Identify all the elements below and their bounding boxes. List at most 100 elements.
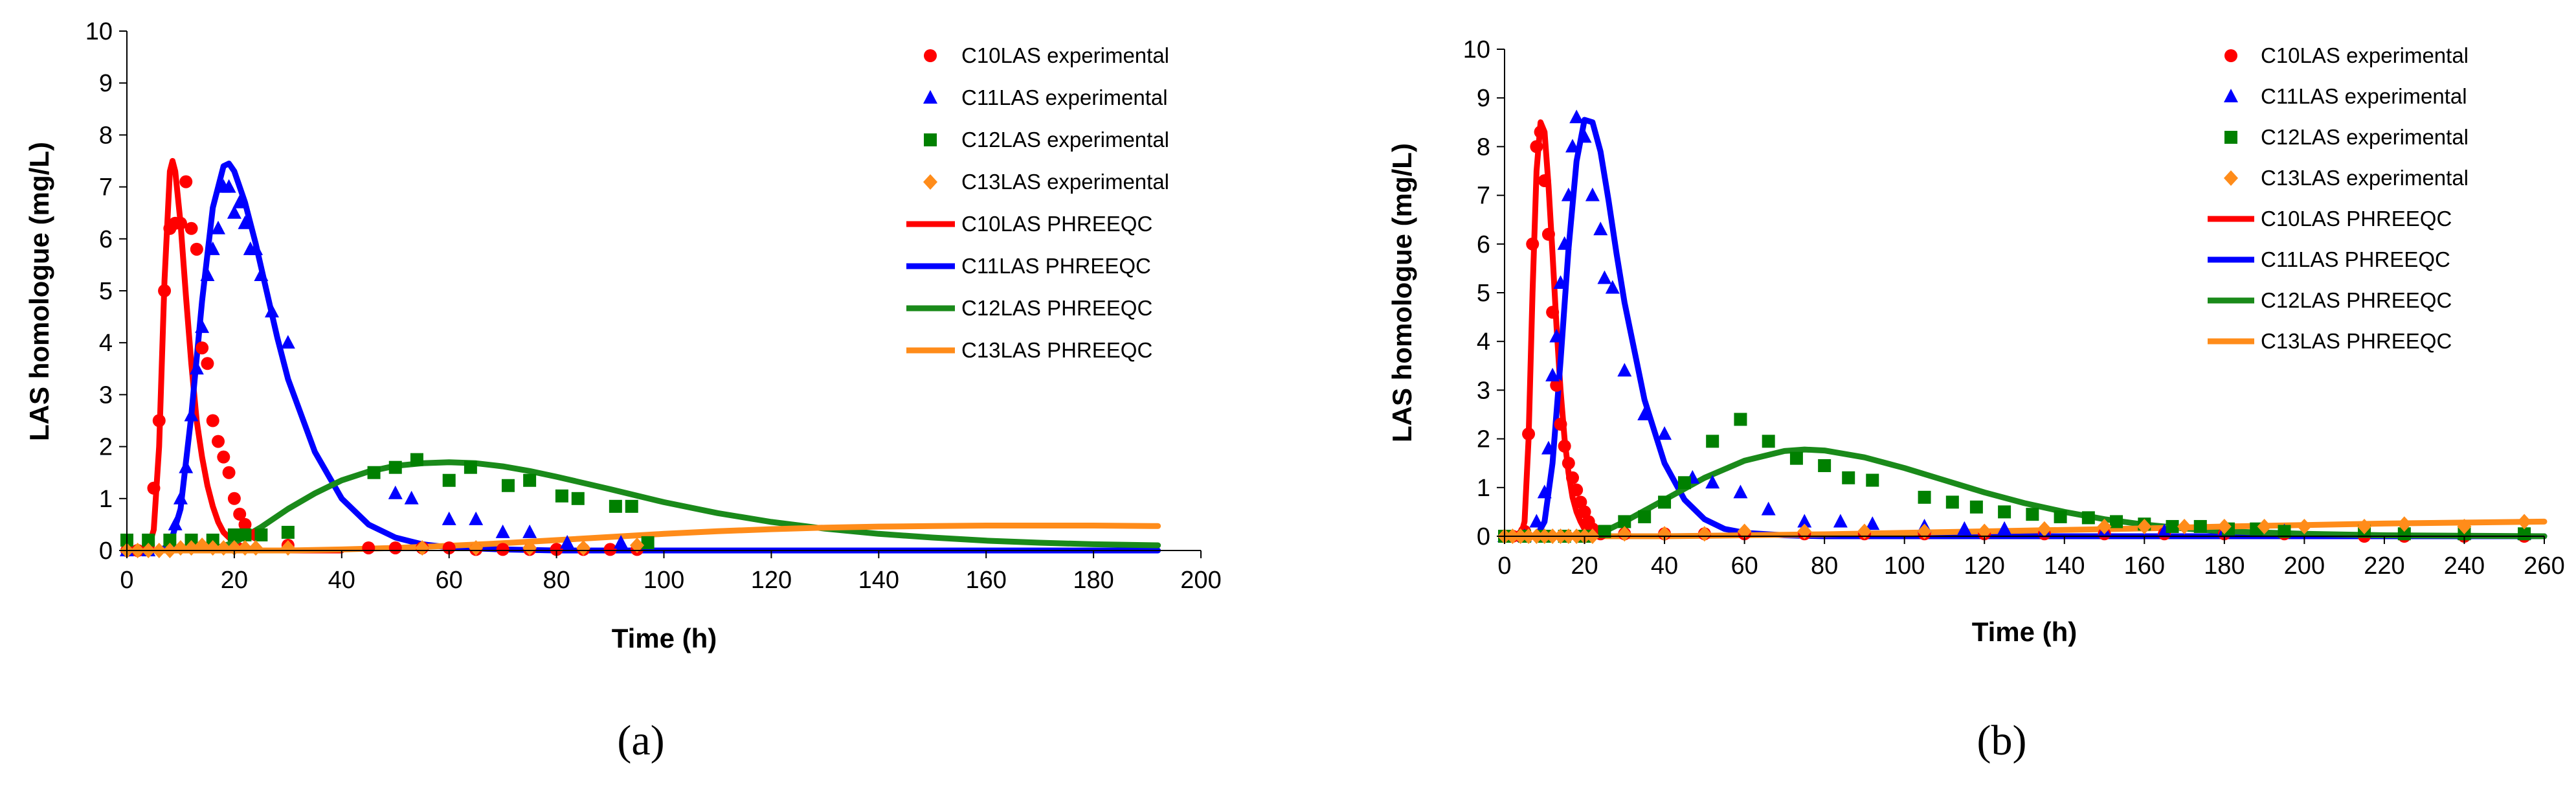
x-tick-label: 120 bbox=[751, 567, 792, 594]
data-point-c10las-experimental bbox=[206, 414, 219, 427]
data-point-c10las-experimental bbox=[603, 543, 617, 556]
data-point-c11las-experimental bbox=[1833, 514, 1848, 528]
y-tick-label: 5 bbox=[99, 278, 113, 305]
data-point-c10las-experimental bbox=[1541, 227, 1555, 241]
data-point-c11las-experimental bbox=[179, 459, 194, 473]
data-point-c12las-experimental bbox=[238, 528, 252, 541]
legend-label: C13LAS experimental bbox=[2261, 166, 2469, 190]
legend-item-c12las-experimental: C12LAS experimental bbox=[924, 128, 1169, 152]
series-markers bbox=[120, 175, 655, 558]
data-point-c12las-experimental bbox=[1998, 505, 2011, 519]
data-point-c10las-experimental bbox=[152, 414, 166, 427]
data-point-c12las-experimental bbox=[185, 533, 198, 547]
data-point-c12las-experimental bbox=[1618, 515, 1631, 528]
data-point-c13las-experimental bbox=[2297, 518, 2312, 534]
legend-swatch bbox=[923, 174, 937, 190]
x-tick-label: 20 bbox=[1571, 552, 1598, 580]
series-line-c13las-phreeqc bbox=[124, 523, 1161, 554]
data-point-c10las-experimental bbox=[1566, 471, 1580, 484]
data-point-c12las-experimental bbox=[1734, 413, 1747, 426]
legend-label: C13LAS experimental bbox=[961, 170, 1169, 194]
y-tick-label: 5 bbox=[1477, 280, 1490, 307]
data-point-c13las-experimental bbox=[1917, 523, 1932, 539]
data-point-c13las-experimental bbox=[1977, 523, 1992, 539]
data-point-c11las-experimental bbox=[264, 304, 279, 318]
data-point-c11las-experimental bbox=[211, 220, 226, 234]
data-point-c10las-experimental bbox=[201, 357, 214, 370]
x-tick-label: 160 bbox=[965, 567, 1006, 594]
data-point-c12las-experimental bbox=[254, 528, 268, 541]
x-tick-label: 0 bbox=[120, 567, 133, 594]
y-tick-label: 1 bbox=[1477, 475, 1490, 502]
x-tick-label: 80 bbox=[543, 567, 570, 594]
data-point-c11las-experimental bbox=[1605, 280, 1620, 294]
data-point-c12las-experimental bbox=[2193, 519, 2207, 533]
data-point-c11las-experimental bbox=[1529, 514, 1544, 528]
legend-swatch bbox=[2224, 89, 2238, 102]
legend-label: C10LAS PHREEQC bbox=[961, 212, 1152, 236]
data-point-c12las-experimental bbox=[1677, 476, 1691, 490]
data-point-c12las-experimental bbox=[1762, 435, 1775, 448]
data-point-c11las-experimental bbox=[249, 241, 263, 255]
x-tick-label: 20 bbox=[221, 567, 248, 594]
data-point-c12las-experimental bbox=[2110, 515, 2123, 528]
data-point-c12las-experimental bbox=[501, 479, 515, 492]
legend: C10LAS experimental C11LAS experimental C1… bbox=[906, 43, 1169, 362]
data-point-c11las-experimental bbox=[442, 511, 456, 525]
data-point-c10las-experimental bbox=[496, 543, 510, 556]
data-point-c13las-experimental bbox=[227, 539, 241, 556]
data-point-c10las-experimental bbox=[388, 541, 402, 554]
data-point-c13las-experimental bbox=[173, 539, 188, 556]
data-point-c11las-experimental bbox=[1561, 187, 1576, 201]
data-point-c11las-experimental bbox=[1553, 275, 1568, 289]
data-point-c12las-experimental bbox=[410, 453, 423, 466]
legend-label: C10LAS PHREEQC bbox=[2261, 207, 2452, 231]
data-point-c12las-experimental bbox=[2397, 527, 2411, 541]
data-point-c11las-experimental bbox=[232, 194, 247, 209]
x-tick-label: 180 bbox=[1073, 567, 1114, 594]
data-point-c12las-experimental bbox=[1638, 510, 1652, 523]
data-point-c12las-experimental bbox=[1706, 435, 1719, 448]
series-line-c10las-phreeqc bbox=[124, 158, 345, 554]
data-point-c11las-experimental bbox=[1585, 187, 1600, 201]
data-point-c10las-experimental bbox=[227, 492, 241, 505]
y-tick-label: 3 bbox=[99, 381, 113, 409]
data-point-c12las-experimental bbox=[2026, 508, 2039, 521]
data-point-c11las-experimental bbox=[254, 267, 269, 281]
data-point-c10las-experimental bbox=[1562, 457, 1575, 470]
series-line-c12las-phreeqc bbox=[1501, 446, 2548, 539]
y-tick-label: 0 bbox=[1477, 523, 1490, 550]
y-tick-label: 1 bbox=[99, 486, 113, 513]
legend-item-c12las-phreeqc: C12LAS PHREEQC bbox=[2208, 288, 2452, 312]
data-point-c10las-experimental bbox=[222, 466, 236, 479]
x-tick-label: 100 bbox=[644, 567, 684, 594]
legend-item-c11las-phreeqc: C11LAS PHREEQC bbox=[906, 254, 1151, 278]
legend-swatch bbox=[923, 90, 937, 104]
legend-item-c11las-phreeqc: C11LAS PHREEQC bbox=[2208, 247, 2450, 271]
data-point-c12las-experimental bbox=[1842, 471, 1855, 484]
x-tick-label: 260 bbox=[2524, 552, 2564, 580]
legend-item-c12las-experimental: C12LAS experimental bbox=[2224, 125, 2469, 149]
data-point-c13las-experimental bbox=[1657, 526, 1672, 542]
legend-label: C12LAS experimental bbox=[2261, 125, 2469, 149]
data-point-c13las-experimental bbox=[1617, 526, 1632, 542]
y-tick-label: 6 bbox=[99, 226, 113, 253]
data-point-c12las-experimental bbox=[2081, 511, 2095, 525]
data-point-c12las-experimental bbox=[281, 525, 295, 539]
legend-item-c11las-experimental: C11LAS experimental bbox=[923, 85, 1168, 109]
legend-item-c10las-experimental: C10LAS experimental bbox=[2224, 43, 2469, 67]
y-tick-label: 2 bbox=[1477, 426, 1490, 453]
data-point-c11las-experimental bbox=[1733, 484, 1748, 499]
data-point-c11las-experimental bbox=[560, 534, 575, 549]
data-point-c12las-experimental bbox=[555, 489, 568, 503]
legend-label: C11LAS experimental bbox=[961, 85, 1168, 109]
data-point-c12las-experimental bbox=[442, 473, 456, 487]
data-point-c11las-experimental bbox=[1557, 236, 1572, 250]
data-point-c10las-experimental bbox=[1538, 174, 1551, 188]
y-axis-title: LAS homologue (mg/L) bbox=[24, 142, 54, 441]
x-tick-label: 160 bbox=[2124, 552, 2165, 580]
y-tick-label: 3 bbox=[1477, 377, 1490, 404]
data-point-c13las-experimental bbox=[1797, 523, 1812, 539]
legend-label: C10LAS experimental bbox=[961, 43, 1169, 67]
x-axis-title: Time (h) bbox=[612, 623, 717, 653]
